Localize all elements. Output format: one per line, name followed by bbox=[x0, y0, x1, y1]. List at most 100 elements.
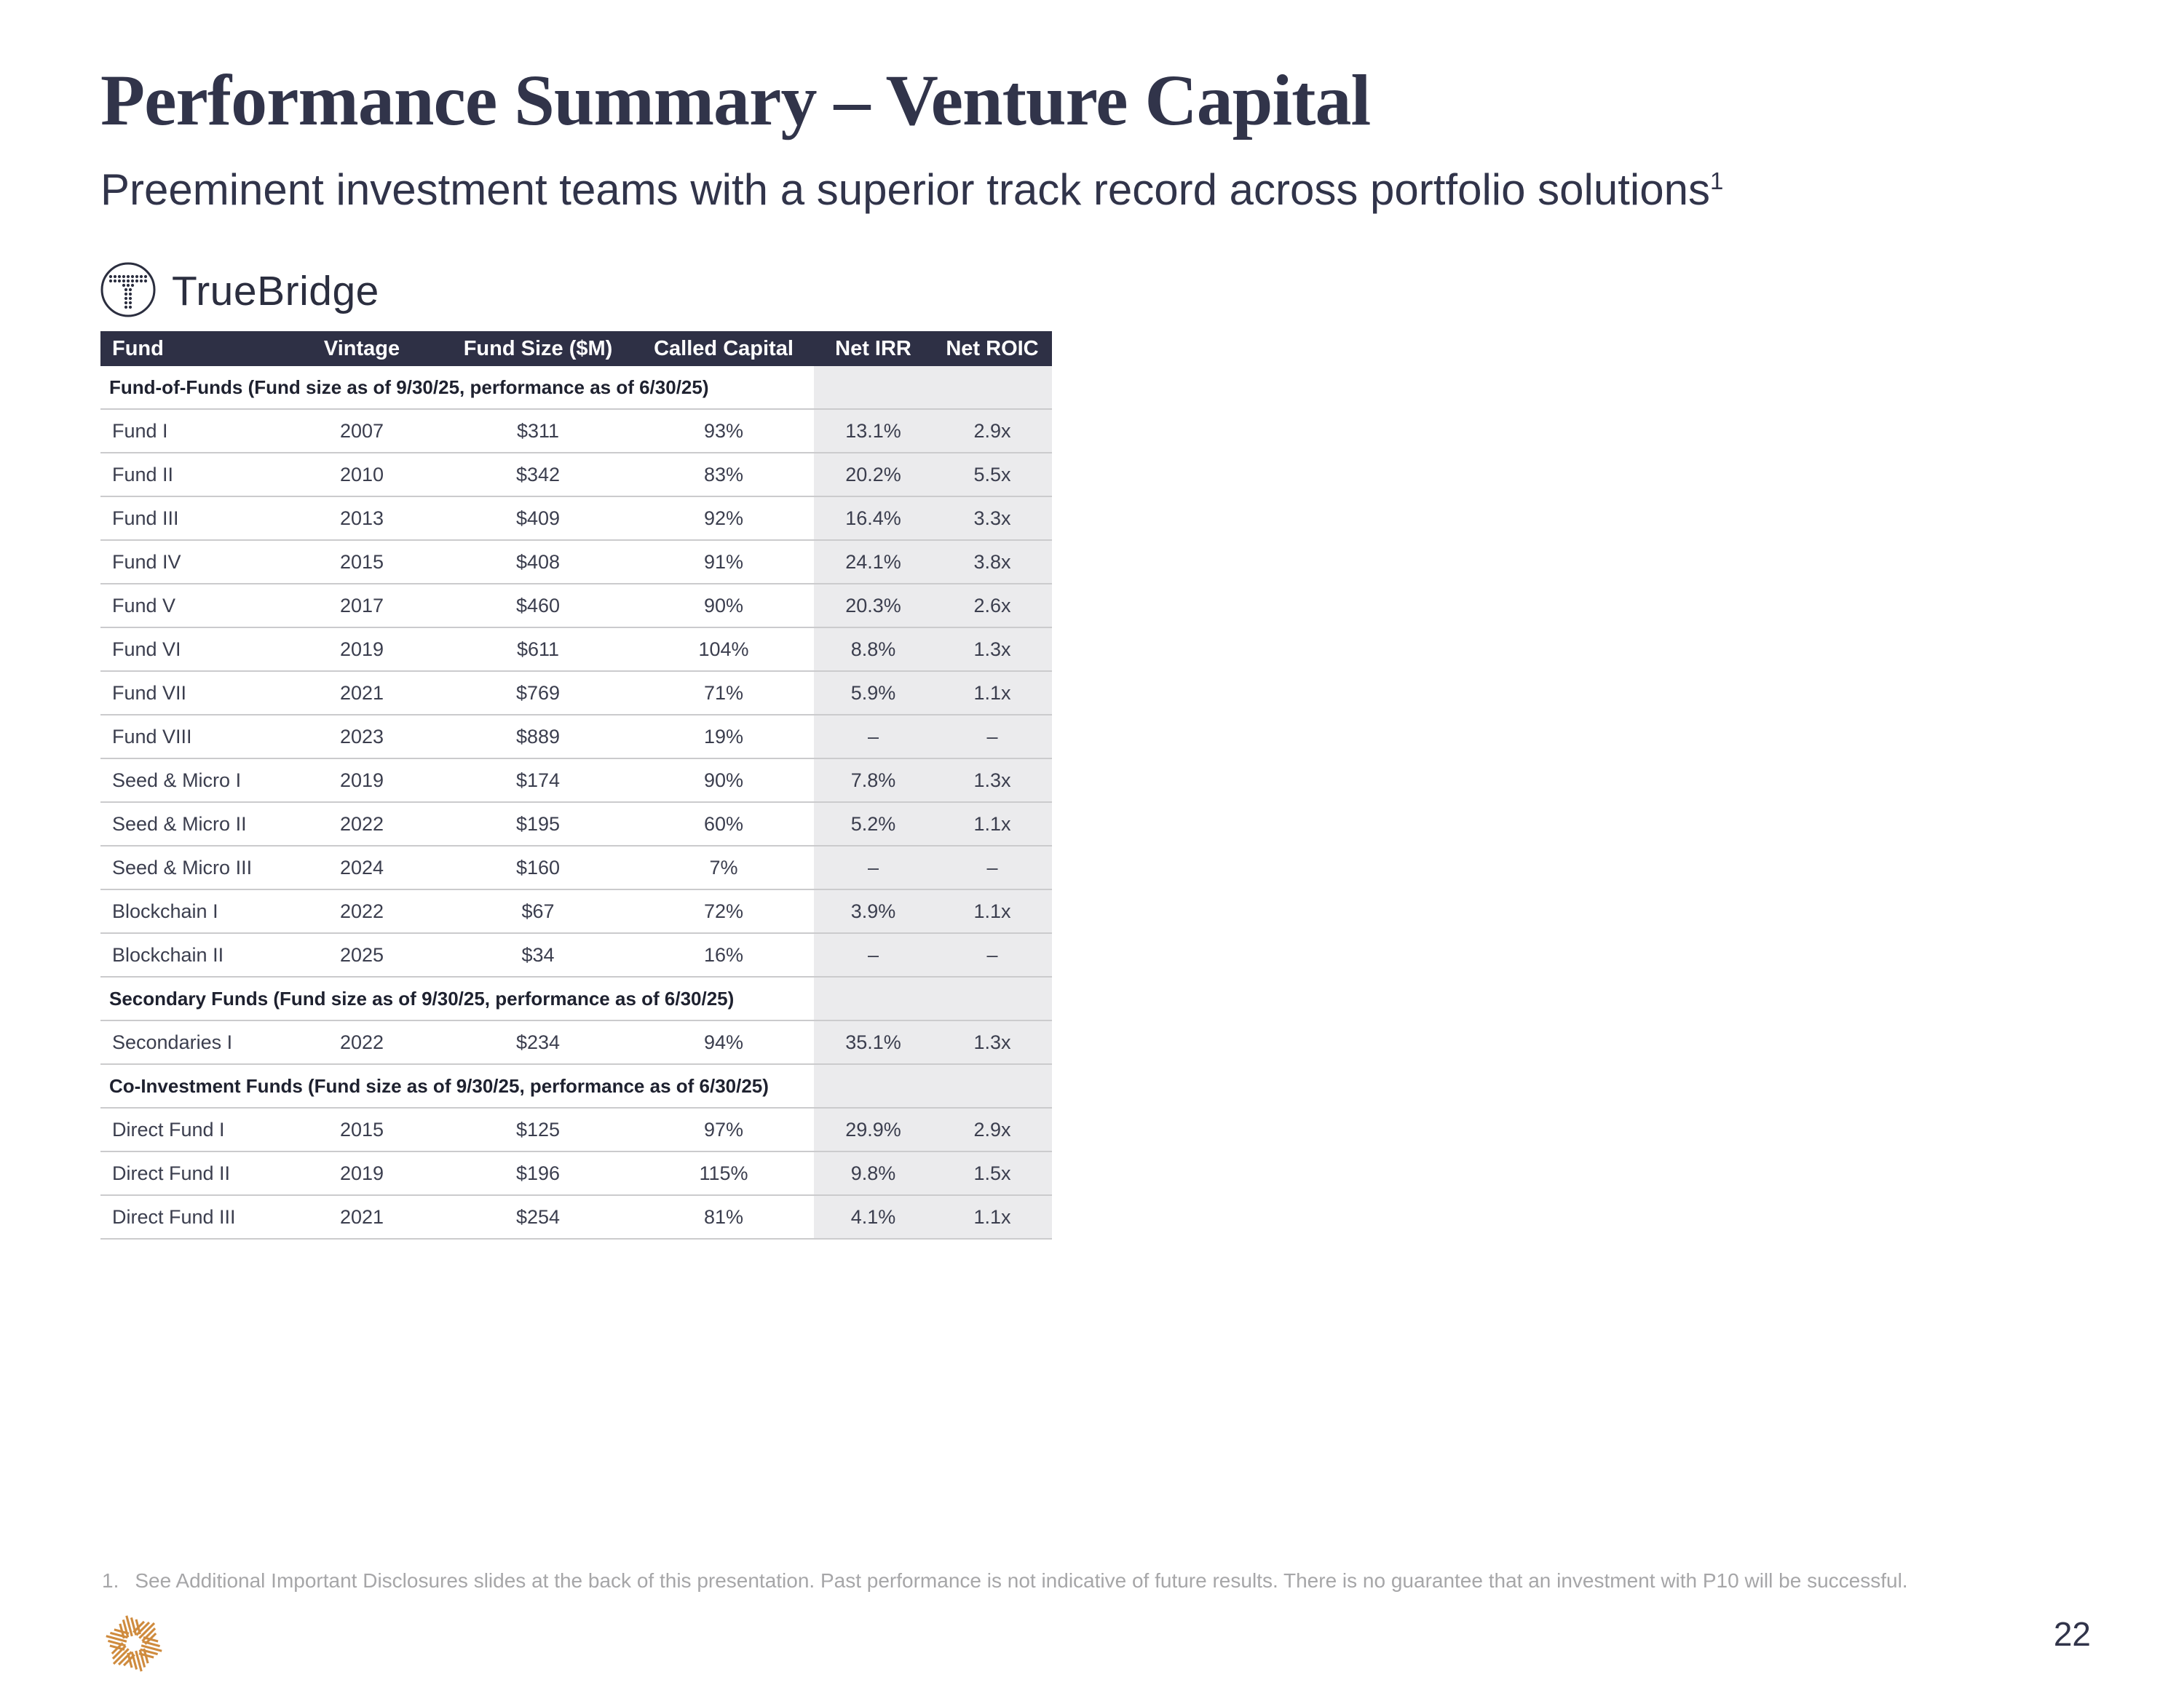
table-row: Seed & Micro III 2024 $160 7% – – bbox=[100, 846, 1052, 889]
cell-called-capital: 7% bbox=[709, 856, 738, 879]
cell-net-roic: 2.9x bbox=[933, 409, 1052, 453]
cell-called-capital: 91% bbox=[703, 550, 744, 573]
cell-net-roic: 5.5x bbox=[933, 453, 1052, 496]
cell-fund: Fund I bbox=[112, 419, 168, 442]
col-header-net-roic: Net ROIC bbox=[933, 331, 1052, 366]
cell-fund-size: $311 bbox=[516, 419, 560, 442]
cell-fund-size: $342 bbox=[515, 463, 561, 485]
truebridge-wordmark: TrueBridge bbox=[172, 268, 379, 314]
cell-fund-size: $254 bbox=[515, 1205, 561, 1228]
cell-called-capital: 104% bbox=[698, 638, 749, 660]
cell-vintage: 2007 bbox=[339, 419, 384, 442]
cell-net-irr: – bbox=[814, 715, 933, 758]
cell-net-roic: 1.3x bbox=[933, 627, 1052, 671]
col-header-fund: Fund bbox=[100, 331, 281, 366]
cell-net-irr: 4.1% bbox=[814, 1195, 933, 1239]
cell-vintage: 2022 bbox=[339, 1031, 384, 1053]
table-row: Blockchain I 2022 $67 72% 3.9% 1.1x bbox=[100, 889, 1052, 933]
cell-fund-size: $174 bbox=[515, 769, 561, 791]
cell-called-capital: 16% bbox=[703, 943, 744, 966]
cell-net-irr: 24.1% bbox=[814, 540, 933, 584]
cell-fund-size: $234 bbox=[515, 1031, 561, 1053]
cell-vintage: 2013 bbox=[339, 507, 384, 529]
table-row: Direct Fund III 2021 $254 81% 4.1% 1.1x bbox=[100, 1195, 1052, 1239]
cell-vintage: 2024 bbox=[339, 856, 384, 879]
cell-vintage: 2023 bbox=[339, 725, 384, 748]
cell-vintage: 2025 bbox=[339, 943, 384, 966]
table-row: Fund VII 2021 $769 71% 5.9% 1.1x bbox=[100, 671, 1052, 715]
cell-net-roic: 1.3x bbox=[933, 1020, 1052, 1064]
cell-fund-size: $460 bbox=[515, 594, 561, 616]
cell-called-capital: 93% bbox=[703, 419, 744, 442]
cell-called-capital: 94% bbox=[703, 1031, 744, 1053]
cell-net-roic: 1.1x bbox=[933, 1195, 1052, 1239]
cell-net-irr: – bbox=[814, 846, 933, 889]
cell-fund: Fund VI bbox=[112, 638, 181, 660]
section-shade-cell bbox=[814, 977, 1052, 1020]
section-label: Secondary Funds (Fund size as of 9/30/25… bbox=[109, 987, 735, 1010]
cell-fund: Seed & Micro III bbox=[112, 856, 253, 879]
cell-fund: Fund II bbox=[112, 463, 174, 485]
cell-vintage: 2019 bbox=[339, 1162, 384, 1184]
cell-net-roic: 1.5x bbox=[933, 1151, 1052, 1195]
cell-net-irr: 20.2% bbox=[814, 453, 933, 496]
section-row: Fund-of-Funds (Fund size as of 9/30/25, … bbox=[100, 366, 1052, 409]
cell-called-capital: 71% bbox=[703, 681, 744, 704]
cell-fund-size: $67 bbox=[521, 900, 555, 922]
cell-fund: Direct Fund II bbox=[112, 1162, 231, 1184]
cell-called-capital: 72% bbox=[703, 900, 744, 922]
cell-fund: Secondaries I bbox=[112, 1031, 233, 1053]
cell-net-roic: 1.1x bbox=[933, 802, 1052, 846]
cell-fund: Seed & Micro I bbox=[112, 769, 242, 791]
cell-fund: Fund IV bbox=[112, 550, 181, 573]
cell-net-roic: 1.3x bbox=[933, 758, 1052, 802]
cell-fund-size: $889 bbox=[515, 725, 561, 748]
section-row: Co-Investment Funds (Fund size as of 9/3… bbox=[100, 1064, 1052, 1108]
cell-called-capital: 97% bbox=[703, 1118, 744, 1141]
cell-net-irr: 3.9% bbox=[814, 889, 933, 933]
cell-called-capital: 92% bbox=[703, 507, 744, 529]
cell-called-capital: 90% bbox=[703, 594, 744, 616]
cell-vintage: 2010 bbox=[339, 463, 384, 485]
footnote-marker-superscript: 1 bbox=[1709, 167, 1724, 194]
col-header-called-capital: Called Capital bbox=[633, 331, 814, 366]
col-header-vintage: Vintage bbox=[281, 331, 443, 366]
cell-fund-size: $408 bbox=[515, 550, 561, 573]
table-row: Fund VIII 2023 $889 19% – – bbox=[100, 715, 1052, 758]
subtitle-text: Preeminent investment teams with a super… bbox=[100, 165, 1710, 214]
cell-fund-size: $195 bbox=[515, 812, 561, 835]
table-row: Fund VI 2019 $611 104% 8.8% 1.3x bbox=[100, 627, 1052, 671]
cell-net-roic: 2.6x bbox=[933, 584, 1052, 627]
section-shade-cell bbox=[814, 366, 1052, 409]
table-row: Secondaries I 2022 $234 94% 35.1% 1.3x bbox=[100, 1020, 1052, 1064]
cell-net-roic: – bbox=[933, 933, 1052, 977]
cell-fund-size: $196 bbox=[515, 1162, 561, 1184]
table-row: Fund III 2013 $409 92% 16.4% 3.3x bbox=[100, 496, 1052, 540]
table-row: Fund IV 2015 $408 91% 24.1% 3.8x bbox=[100, 540, 1052, 584]
cell-net-roic: 3.8x bbox=[933, 540, 1052, 584]
cell-net-roic: 1.1x bbox=[933, 889, 1052, 933]
page-title: Performance Summary – Venture Capital bbox=[100, 60, 1371, 140]
cell-fund: Fund VIII bbox=[112, 725, 192, 748]
cell-net-irr: 16.4% bbox=[814, 496, 933, 540]
cell-fund-size: $769 bbox=[515, 681, 561, 704]
section-label: Co-Investment Funds (Fund size as of 9/3… bbox=[109, 1074, 769, 1097]
cell-fund: Blockchain I bbox=[112, 900, 218, 922]
page-number: 22 bbox=[2053, 1615, 2091, 1653]
cell-vintage: 2017 bbox=[339, 594, 384, 616]
cell-fund: Blockchain II bbox=[112, 943, 224, 966]
table-body: Fund-of-Funds (Fund size as of 9/30/25, … bbox=[100, 366, 1052, 1239]
table-row: Fund II 2010 $342 83% 20.2% 5.5x bbox=[100, 453, 1052, 496]
cell-vintage: 2019 bbox=[339, 638, 384, 660]
page-subtitle: Preeminent investment teams with a super… bbox=[100, 164, 1723, 215]
cell-fund-size: $160 bbox=[515, 856, 561, 879]
cell-net-roic: 3.3x bbox=[933, 496, 1052, 540]
cell-net-roic: – bbox=[933, 846, 1052, 889]
footnote-text: See Additional Important Disclosures sli… bbox=[135, 1569, 1908, 1592]
cell-vintage: 2019 bbox=[339, 769, 384, 791]
truebridge-brand: TrueBridge bbox=[99, 261, 379, 322]
p10-logo-icon bbox=[96, 1606, 172, 1681]
cell-net-irr: 5.2% bbox=[814, 802, 933, 846]
cell-net-irr: 9.8% bbox=[814, 1151, 933, 1195]
